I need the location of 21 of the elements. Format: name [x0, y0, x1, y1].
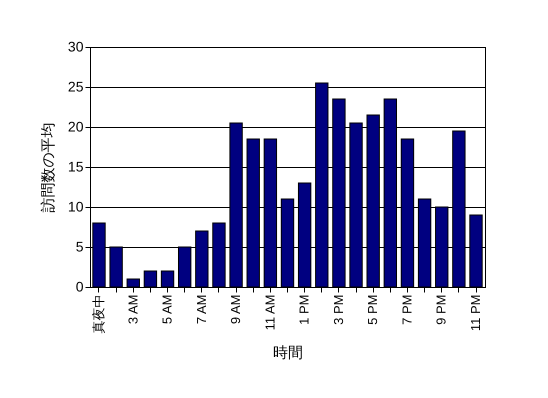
x-tick-label: 9 PM — [434, 294, 449, 325]
x-tick-label: 3 AM — [125, 294, 140, 324]
y-tick-label: 5 — [76, 238, 84, 254]
y-tick-label: 15 — [68, 158, 84, 174]
x-tick-label: 真夜中 — [90, 294, 106, 334]
x-tick-label: 5 PM — [365, 294, 380, 325]
y-tick-label: 25 — [68, 78, 84, 94]
y-tick-label: 0 — [76, 278, 84, 294]
x-axis-title: 時間 — [273, 344, 303, 362]
x-tick-label: 1 PM — [296, 294, 312, 325]
x-tick-label: 7 AM — [194, 294, 209, 324]
x-tick-label: 3 PM — [330, 294, 346, 325]
y-tick-label: 10 — [68, 198, 84, 214]
y-tick-label: 30 — [68, 38, 84, 54]
y-tick-label: 20 — [68, 118, 84, 134]
x-tick-label: 9 AM — [228, 294, 244, 324]
x-tick-label: 11 AM — [262, 294, 278, 330]
x-tick-label: 11 PM — [468, 294, 484, 332]
x-tick-label: 7 PM — [399, 294, 414, 325]
x-tick-label: 5 AM — [160, 294, 175, 324]
y-axis-title: 訪問数の平均 — [40, 122, 57, 212]
